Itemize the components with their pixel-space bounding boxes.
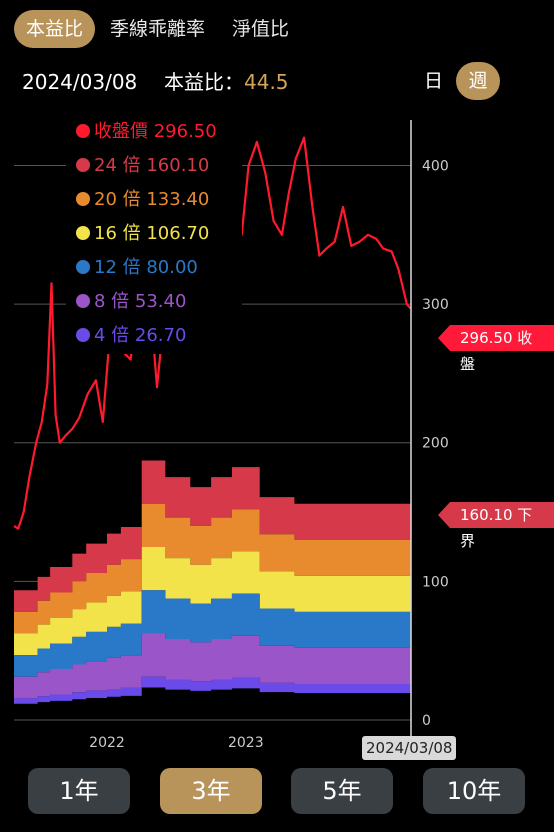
legend-item-4x: 4 倍 26.70 (76, 322, 186, 350)
legend-item-close: 收盤價 296.50 (76, 118, 217, 146)
metric-value: 44.5 (244, 70, 289, 94)
legend-label: 20 倍 133.40 (94, 189, 210, 210)
pe-band-16x (14, 546, 411, 656)
y-tick-label: 100 (422, 574, 449, 590)
y-tick-label: 200 (422, 436, 449, 452)
info-date: 2024/03/08 (22, 70, 138, 94)
y-tick-label: 300 (422, 297, 449, 313)
band-4x-dot-icon (76, 328, 90, 342)
pe-band-12x (14, 590, 411, 677)
crosshair-date-label: 2024/03/08 (362, 736, 457, 760)
pe-band-4x (14, 676, 411, 704)
range-1y-button[interactable]: 1年 (28, 768, 130, 814)
period-daily[interactable]: 日 (424, 70, 444, 92)
close-price-tag: 296.50 收盤 (438, 325, 554, 373)
band-20x-dot-icon (76, 192, 90, 206)
tab-pe-ratio[interactable]: 本益比 (14, 10, 96, 48)
legend-label: 24 倍 160.10 (94, 155, 210, 176)
range-10y-button[interactable]: 10年 (423, 768, 525, 814)
period-weekly[interactable]: 週 (456, 62, 500, 100)
legend-item-12x: 12 倍 80.00 (76, 254, 198, 282)
legend-label: 8 倍 53.40 (94, 291, 187, 312)
legend-item-8x: 8 倍 53.40 (76, 288, 186, 316)
tab-bar: 本益比 季線乖離率 淨值比 (0, 0, 554, 56)
tab-pb-ratio[interactable]: 淨值比 (232, 18, 290, 40)
pe-band-24x (14, 460, 411, 612)
legend-label: 16 倍 106.70 (94, 223, 210, 244)
band-8x-dot-icon (76, 294, 90, 308)
band-16x-dot-icon (76, 226, 90, 240)
lower-bound-tag-label: 160.10 下界 (460, 506, 533, 550)
close-price-tag-label: 296.50 收盤 (460, 329, 533, 373)
y-tick-label: 400 (422, 158, 449, 174)
x-tick-label: 2023 (228, 735, 264, 751)
legend-label: 4 倍 26.70 (94, 325, 187, 346)
legend-label: 收盤價 296.50 (94, 121, 217, 142)
band-12x-dot-icon (76, 260, 90, 274)
band-24x-dot-icon (76, 158, 90, 172)
range-5y-button[interactable]: 5年 (291, 768, 393, 814)
pe-band-20x (14, 503, 411, 634)
tab-ma-deviation[interactable]: 季線乖離率 (110, 18, 206, 40)
metric-label: 本益比： (164, 70, 244, 94)
y-tick-label: 0 (422, 713, 431, 729)
info-line: 2024/03/08 本益比：44.5 (22, 66, 289, 95)
tooltip-legend: 收盤價 296.50 24 倍 160.10 20 倍 133.40 16 倍 … (66, 112, 242, 354)
legend-item-16x: 16 倍 106.70 (76, 220, 209, 248)
legend-label: 12 倍 80.00 (94, 257, 198, 278)
pe-band-8x (14, 633, 411, 699)
legend-item-20x: 20 倍 133.40 (76, 186, 209, 214)
legend-item-24x: 24 倍 160.10 (76, 152, 209, 180)
x-tick-label: 2022 (89, 735, 125, 751)
range-3y-button[interactable]: 3年 (160, 768, 262, 814)
close-dot-icon (76, 124, 90, 138)
lower-bound-tag: 160.10 下界 (438, 502, 554, 550)
